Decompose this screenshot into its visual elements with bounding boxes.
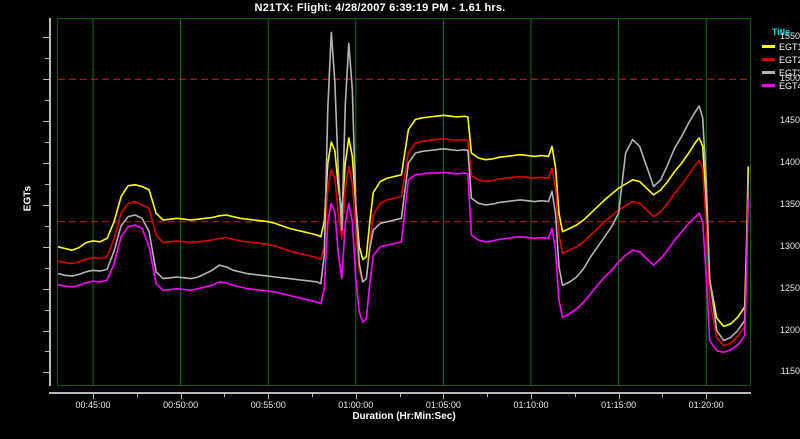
series-line-egt4 xyxy=(58,171,750,354)
page-title: N21TX: Flight: 4/28/2007 6:39:19 PM - 1.… xyxy=(254,2,506,14)
y-tick-mark-minor xyxy=(45,58,49,60)
series-line-egt1 xyxy=(58,114,750,328)
x-tick-mark-minor xyxy=(574,394,576,397)
x-tick-label: 01:05:00 xyxy=(425,400,461,410)
legend-item-egt3[interactable]: EGT3 xyxy=(762,66,800,79)
legend: Title EGT1 EGT2 EGT3 EGT4 xyxy=(762,27,800,92)
y-tick-mark xyxy=(43,163,49,165)
x-tick-mark xyxy=(618,394,620,399)
y-tick-label: 1350 xyxy=(779,198,800,209)
y-tick-mark xyxy=(43,372,49,374)
x-tick-mark xyxy=(706,394,708,399)
plot-area xyxy=(57,18,751,386)
y-tick-label: 1550 xyxy=(779,31,800,42)
x-tick-mark-minor xyxy=(136,394,138,397)
y-tick-mark xyxy=(43,37,49,39)
legend-swatch-icon xyxy=(762,45,775,48)
x-tick-mark-minor xyxy=(662,394,664,397)
x-tick-mark xyxy=(443,394,445,399)
y-tick-mark xyxy=(43,79,49,81)
y-tick-mark-minor xyxy=(45,309,49,311)
y-axis-title: EGTs xyxy=(22,185,34,212)
x-tick-label: 00:45:00 xyxy=(75,400,111,410)
y-tick-label: 1300 xyxy=(779,240,800,251)
y-tick-label: 1450 xyxy=(779,115,800,126)
x-tick-mark xyxy=(180,394,182,399)
legend-item-label: EGT3 xyxy=(779,67,800,78)
legend-item-label: EGT4 xyxy=(779,80,800,91)
legend-item-egt1[interactable]: EGT1 xyxy=(762,40,800,53)
legend-item-egt4[interactable]: EGT4 xyxy=(762,79,800,92)
x-tick-mark xyxy=(93,394,95,399)
y-tick-label: 1400 xyxy=(779,157,800,168)
y-tick-label: 1200 xyxy=(779,324,800,335)
legend-title: Title xyxy=(771,27,791,37)
y-tick-mark-minor xyxy=(45,142,49,144)
x-tick-label: 01:15:00 xyxy=(601,400,637,410)
x-tick-label: 01:10:00 xyxy=(513,400,549,410)
x-tick-mark xyxy=(531,394,532,399)
x-axis-line xyxy=(49,392,751,394)
y-tick-mark-minor xyxy=(45,183,49,185)
series-line-egt2 xyxy=(58,138,750,347)
y-tick-label: 1500 xyxy=(779,73,800,84)
y-tick-mark-minor xyxy=(45,100,49,102)
y-tick-mark xyxy=(43,204,49,206)
x-tick-mark-minor xyxy=(312,394,314,397)
y-tick-mark xyxy=(43,288,49,290)
y-tick-mark xyxy=(43,246,49,248)
x-tick-label: 01:20:00 xyxy=(688,400,724,410)
legend-item-label: EGT1 xyxy=(779,41,800,52)
y-tick-mark xyxy=(43,330,49,332)
x-axis-title: Duration (Hr:Min:Sec) xyxy=(352,411,456,422)
y-tick-mark-minor xyxy=(45,225,49,227)
x-tick-mark xyxy=(355,394,357,399)
legend-swatch-icon xyxy=(762,84,775,87)
y-tick-label: 1150 xyxy=(780,366,800,377)
x-tick-label: 00:50:00 xyxy=(163,400,199,410)
legend-item-egt2[interactable]: EGT2 xyxy=(762,53,800,66)
x-tick-mark xyxy=(268,394,270,399)
y-axis-line xyxy=(49,18,51,386)
legend-swatch-icon xyxy=(762,71,775,74)
x-tick-label: 01:00:00 xyxy=(338,400,374,410)
x-tick-mark-minor xyxy=(487,394,489,397)
plot-canvas xyxy=(58,19,750,385)
y-tick-mark-minor xyxy=(45,267,49,269)
legend-rows: EGT1 EGT2 EGT3 EGT4 xyxy=(762,40,800,92)
series-line-egt3 xyxy=(58,31,750,342)
legend-swatch-icon xyxy=(762,58,775,61)
legend-item-label: EGT2 xyxy=(779,54,800,65)
x-tick-mark-minor xyxy=(399,394,401,397)
y-tick-mark xyxy=(43,121,49,123)
y-tick-label: 1250 xyxy=(779,282,800,293)
x-tick-mark-minor xyxy=(224,394,226,397)
y-tick-mark-minor xyxy=(45,351,49,353)
x-tick-label: 00:55:00 xyxy=(250,400,286,410)
